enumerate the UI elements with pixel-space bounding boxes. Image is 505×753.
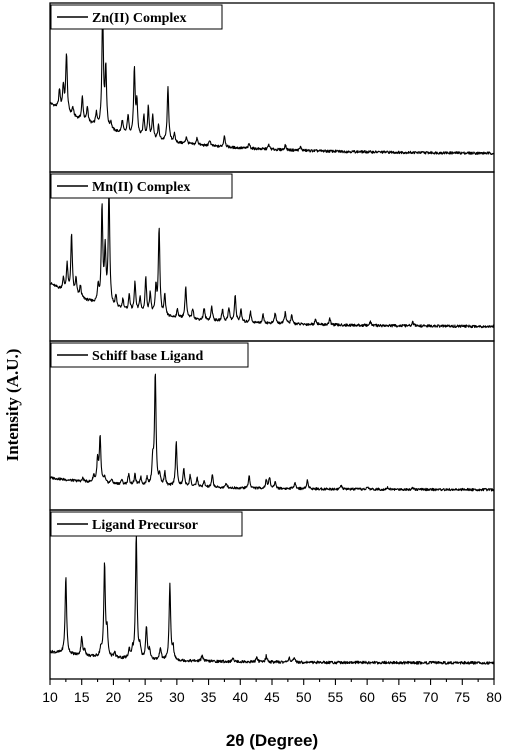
x-tick-label: 35 — [201, 689, 217, 705]
legend-zn-complex: Zn(II) Complex — [50, 4, 223, 30]
x-axis-title: 2θ (Degree) — [226, 731, 318, 750]
x-tick-label: 15 — [74, 689, 90, 705]
legend-label-mn-complex: Mn(II) Complex — [92, 180, 190, 195]
panel-mn-complex: Mn(II) Complex — [49, 171, 495, 342]
x-axis: 10 15 20 25 30 35 40 45 50 55 60 65 70 75 80 — [42, 679, 502, 705]
legend-label-schiff-base-ligand: Schiff base Ligand — [92, 349, 203, 364]
x-tick-label: 50 — [296, 689, 312, 705]
x-tick-label: 75 — [454, 689, 470, 705]
x-tick-label: 45 — [264, 689, 280, 705]
x-tick-label: 30 — [169, 689, 185, 705]
panel-ligand-precursor: Ligand Precursor — [49, 509, 495, 680]
legend-ligand-precursor: Ligand Precursor — [50, 511, 243, 537]
x-tick-label: 70 — [423, 689, 439, 705]
x-tick-label: 55 — [328, 689, 344, 705]
x-tick-label: 10 — [42, 689, 58, 705]
legend-label-zn-complex: Zn(II) Complex — [92, 11, 187, 26]
panel-schiff-base-ligand: Schiff base Ligand — [49, 340, 495, 511]
series-line-zn-complex — [49, 7, 495, 156]
series-line-ligand-precursor — [49, 534, 494, 665]
series-line-schiff-base-ligand — [49, 373, 494, 492]
legend-mn-complex: Mn(II) Complex — [50, 173, 233, 199]
x-tick-label: 25 — [137, 689, 153, 705]
legend-schiff-base-ligand: Schiff base Ligand — [50, 342, 249, 368]
x-tick-label: 40 — [232, 689, 248, 705]
x-tick-label: 60 — [359, 689, 375, 705]
series-line-mn-complex — [49, 185, 495, 329]
x-tick-label: 65 — [391, 689, 407, 705]
panel-zn-complex: Zn(II) Complex — [49, 2, 495, 173]
x-tick-label: 80 — [486, 689, 502, 705]
legend-label-ligand-precursor: Ligand Precursor — [92, 518, 198, 533]
x-tick-label: 20 — [106, 689, 122, 705]
y-axis-title: Intensity (A.U.) — [3, 349, 22, 462]
